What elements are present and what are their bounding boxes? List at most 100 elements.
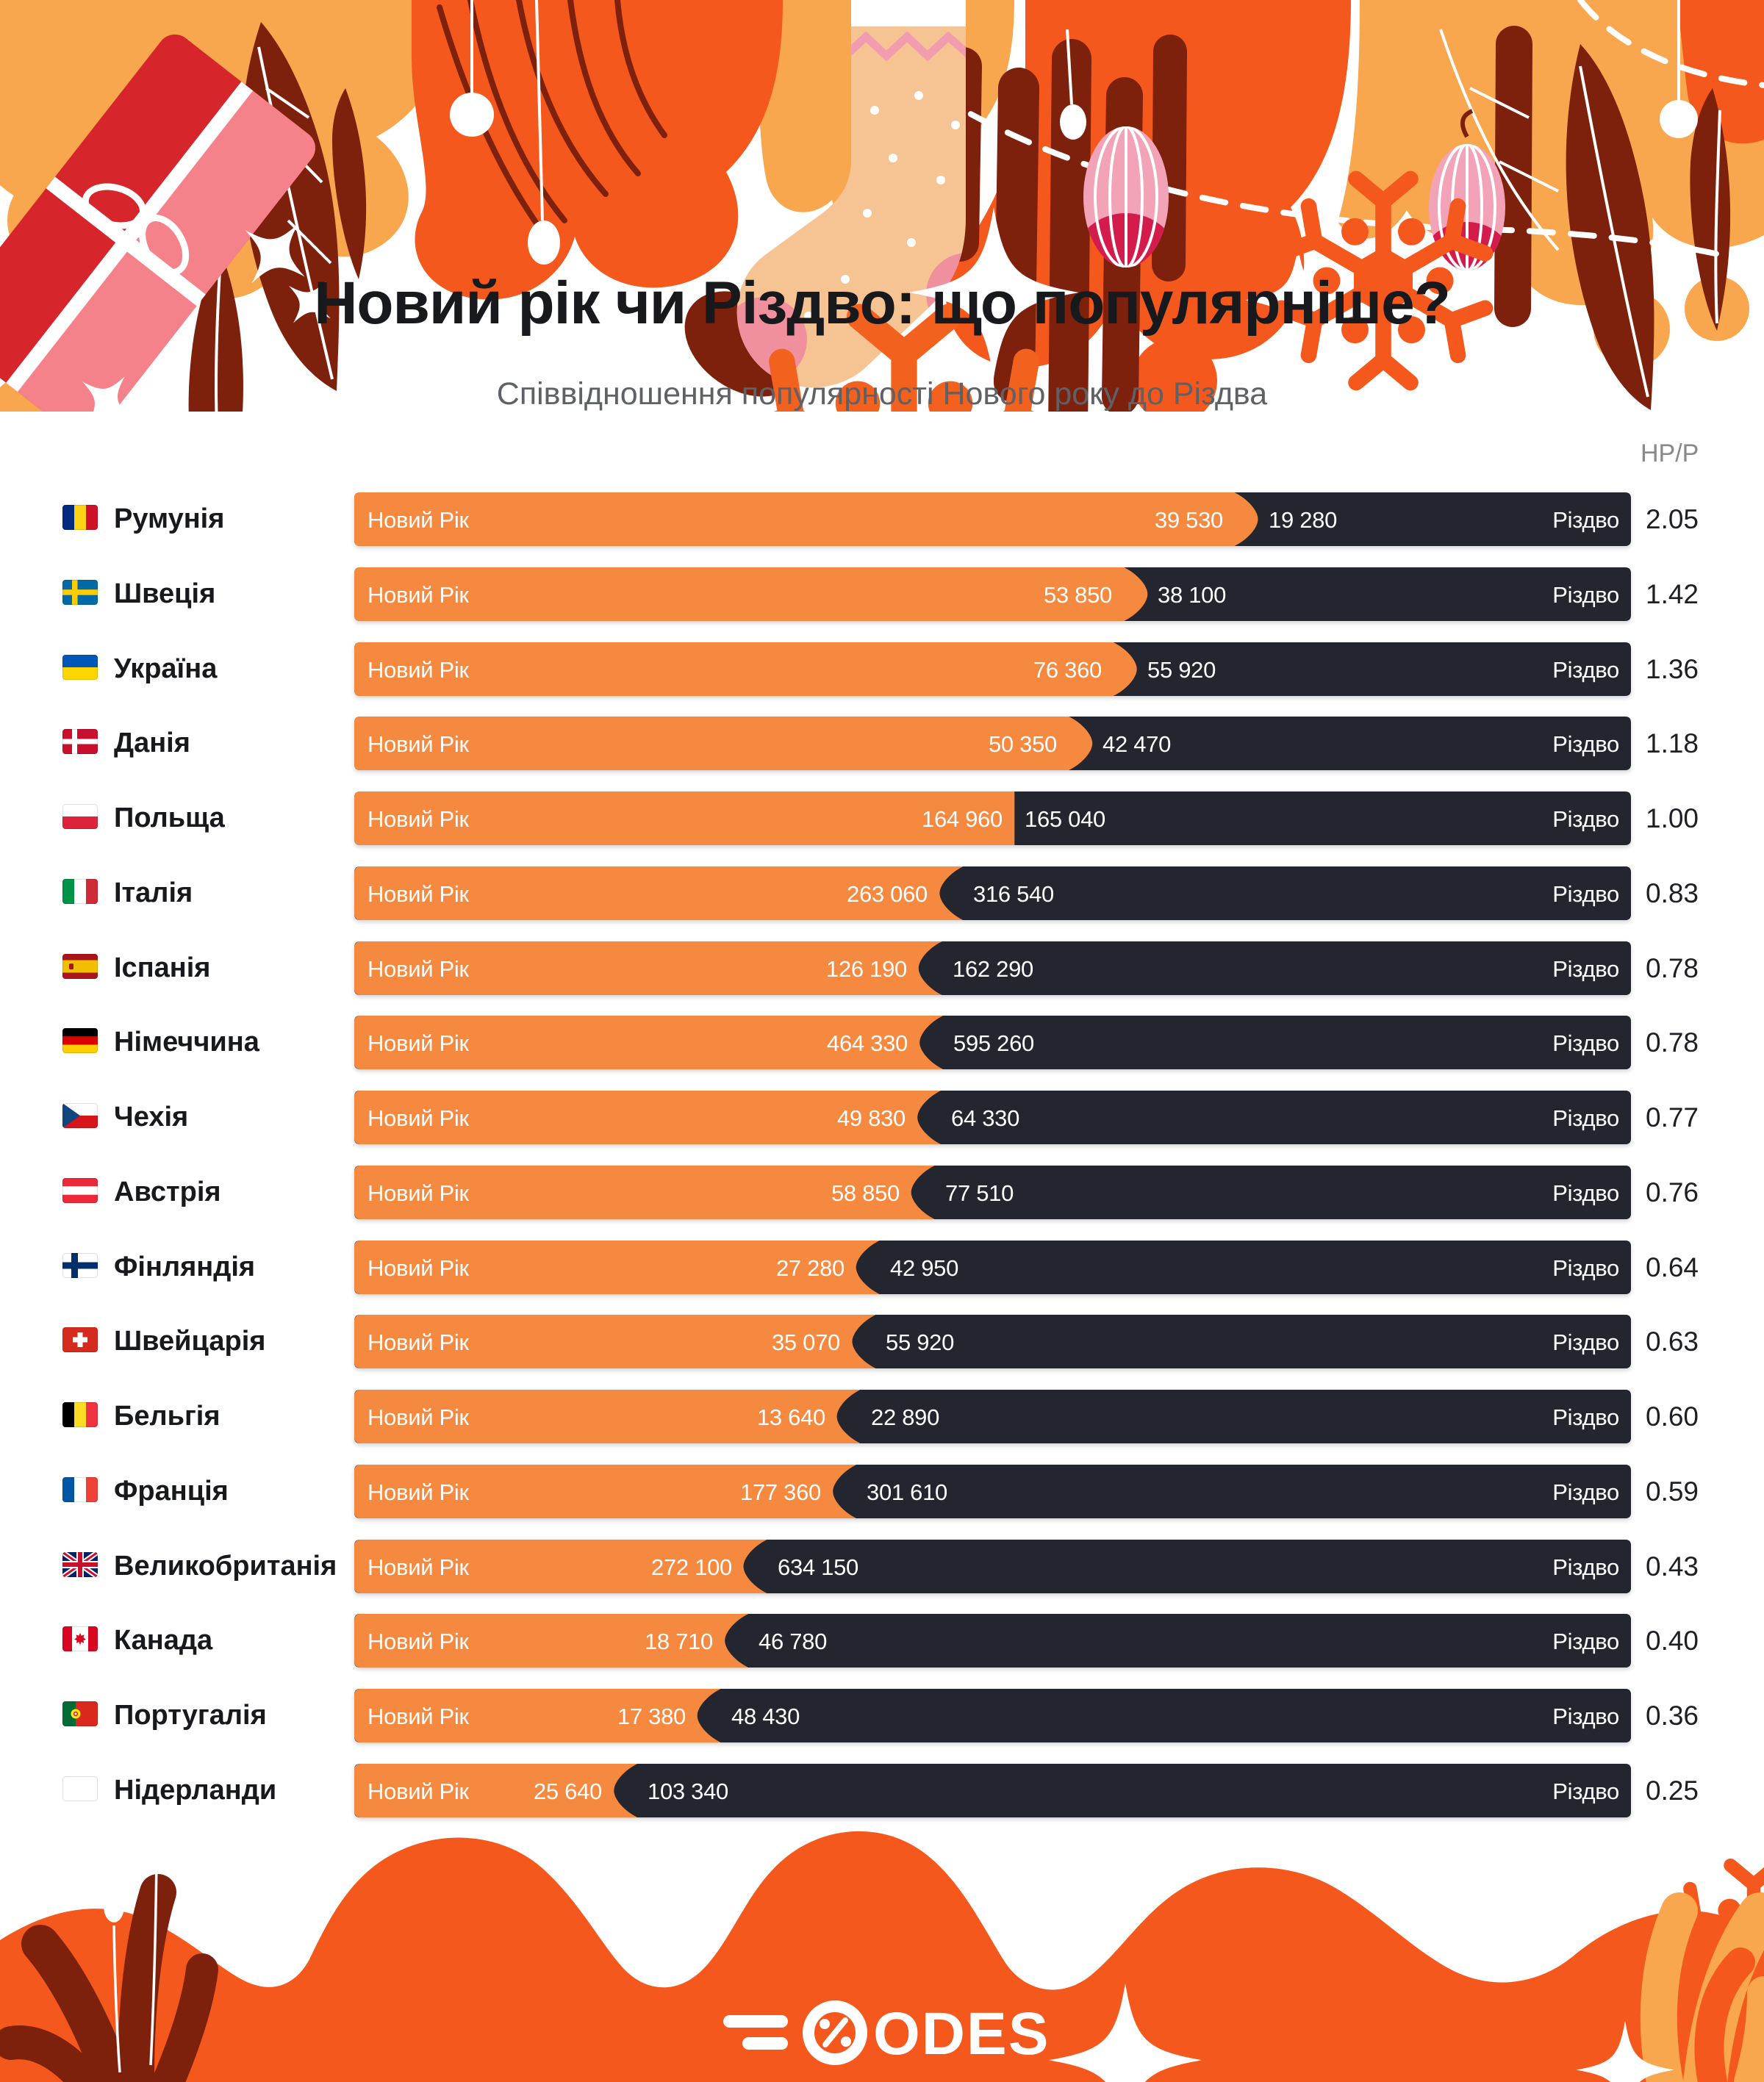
country-row: undefined Нідерланди Новий Рік 25 640 103 34… bbox=[0, 1764, 1764, 1817]
ratio-value: 0.64 bbox=[1646, 1252, 1699, 1282]
christmas-label: Різдво bbox=[1552, 1629, 1619, 1654]
page-title: Новий рік чи Різдво: що популярніше? bbox=[314, 270, 1451, 337]
christmas-label: Різдво bbox=[1552, 1030, 1619, 1056]
new-year-value: 17 380 bbox=[617, 1704, 686, 1729]
new-year-value: 50 350 bbox=[988, 731, 1057, 757]
christmas-value: 64 330 bbox=[951, 1105, 1020, 1131]
gift-icon bbox=[0, 34, 347, 412]
logo-text: ODES bbox=[873, 2000, 1050, 2067]
comparison-bar: Новий Рік 13 640 22 890 Різдво bbox=[354, 1390, 1631, 1443]
comparison-bar: Новий Рік 126 190 162 290 Різдво bbox=[354, 941, 1631, 995]
new-year-label: Новий Рік bbox=[368, 956, 469, 982]
country-row: Швеція Новий Рік 53 850 38 100 Різдво 1.42 bbox=[0, 567, 1764, 621]
new-year-label: Новий Рік bbox=[368, 507, 469, 533]
new-year-label: Новий Рік bbox=[368, 1778, 469, 1804]
flag-at bbox=[62, 1178, 98, 1203]
christmas-label: Різдво bbox=[1552, 1704, 1619, 1729]
flag-icon-fr bbox=[62, 1477, 98, 1502]
new-year-value: 164 960 bbox=[922, 806, 1003, 832]
bauble-icon bbox=[1083, 87, 1169, 268]
country-row: Румунія Новий Рік 39 530 19 280 Різдво 2.05 bbox=[0, 492, 1764, 546]
new-year-label: Новий Рік bbox=[368, 1180, 469, 1206]
flag-icon-de bbox=[62, 1028, 98, 1053]
christmas-label: Різдво bbox=[1552, 806, 1619, 832]
country-row: Данія Новий Рік 50 350 42 470 Різдво 1.18 bbox=[0, 717, 1764, 770]
comparison-bar: Новий Рік 49 830 64 330 Різдво bbox=[354, 1091, 1631, 1144]
new-year-label: Новий Рік bbox=[368, 1479, 469, 1505]
new-year-value: 27 280 bbox=[775, 1255, 845, 1281]
country-name: Іспанія bbox=[114, 952, 211, 983]
flag-be bbox=[62, 1402, 98, 1427]
ratio-value: 0.40 bbox=[1646, 1626, 1699, 1656]
christmas-value: 22 890 bbox=[871, 1404, 940, 1430]
christmas-value: 42 470 bbox=[1102, 731, 1172, 757]
pine-branch bbox=[437, 0, 667, 248]
codes-logo: ODES bbox=[723, 2000, 1050, 2067]
flag-dk bbox=[62, 729, 98, 754]
christmas-value: 38 100 bbox=[1158, 582, 1227, 608]
new-year-value: 18 710 bbox=[644, 1629, 713, 1654]
flag-gb bbox=[62, 1552, 98, 1577]
country-name: Швеція bbox=[114, 578, 216, 609]
christmas-value: 162 290 bbox=[953, 956, 1033, 982]
christmas-label: Різдво bbox=[1552, 731, 1619, 757]
holly-leaves-right bbox=[1439, 29, 1731, 410]
ratio-value: 0.76 bbox=[1646, 1177, 1699, 1207]
christmas-label: Різдво bbox=[1552, 1255, 1619, 1281]
christmas-value: 48 430 bbox=[731, 1704, 800, 1729]
ratio-column-header: НР/Р bbox=[1641, 439, 1699, 467]
flag-icon-ua bbox=[62, 655, 98, 680]
flag-icon-pl bbox=[62, 804, 98, 829]
comparison-bar: Новий Рік 164 960 165 040 Різдво bbox=[354, 791, 1631, 845]
ratio-value: 0.60 bbox=[1646, 1401, 1699, 1432]
new-year-value: 35 070 bbox=[771, 1329, 840, 1355]
new-year-label: Новий Рік bbox=[368, 582, 469, 608]
comparison-bar: Новий Рік 18 710 46 780 Різдво bbox=[354, 1614, 1631, 1668]
christmas-label: Різдво bbox=[1552, 1778, 1619, 1804]
new-year-label: Новий Рік bbox=[368, 1329, 469, 1355]
new-year-value: 58 850 bbox=[831, 1180, 900, 1206]
new-year-value: 177 360 bbox=[740, 1479, 821, 1505]
ratio-value: 2.05 bbox=[1646, 504, 1699, 534]
flag-pl bbox=[62, 804, 98, 829]
country-name: Швейцарія bbox=[114, 1326, 266, 1357]
christmas-value: 103 340 bbox=[648, 1778, 728, 1804]
flag-icon-it bbox=[62, 879, 98, 904]
country-row: Фінляндія Новий Рік 27 280 42 950 Різдво 0.64 bbox=[0, 1241, 1764, 1294]
country-name: Чехія bbox=[114, 1102, 189, 1132]
flag-ro bbox=[62, 505, 98, 530]
new-year-label: Новий Рік bbox=[368, 731, 469, 757]
country-name: Нідерланди bbox=[114, 1775, 277, 1806]
flag-nl: undefined bbox=[62, 1776, 98, 1801]
country-row: Чехія Новий Рік 49 830 64 330 Різдво 0.77 bbox=[0, 1091, 1764, 1144]
country-name: Німеччина bbox=[114, 1027, 259, 1058]
christmas-value: 55 920 bbox=[886, 1329, 955, 1355]
new-year-label: Новий Рік bbox=[368, 1704, 469, 1729]
country-row: Бельгія Новий Рік 13 640 22 890 Різдво 0.60 bbox=[0, 1390, 1764, 1443]
footer-plant-left bbox=[0, 1822, 218, 2082]
ratio-value: 0.25 bbox=[1646, 1776, 1699, 1806]
comparison-bar: Новий Рік 272 100 634 150 Різдво bbox=[354, 1540, 1631, 1593]
new-year-value: 25 640 bbox=[533, 1778, 602, 1804]
christmas-label: Різдво bbox=[1552, 1180, 1619, 1206]
ratio-value: 1.18 bbox=[1646, 728, 1699, 758]
country-name: Великобританія bbox=[114, 1551, 337, 1582]
christmas-label: Різдво bbox=[1552, 881, 1619, 907]
christmas-value: 19 280 bbox=[1269, 507, 1338, 533]
comparison-bar: Новий Рік 76 360 55 920 Різдво bbox=[354, 642, 1631, 696]
country-name: Румунія bbox=[114, 503, 225, 534]
flag-icon-se bbox=[62, 580, 98, 605]
country-row: Австрія Новий Рік 58 850 77 510 Різдво 0.76 bbox=[0, 1166, 1764, 1219]
christmas-label: Різдво bbox=[1552, 507, 1619, 533]
ratio-value: 0.63 bbox=[1646, 1327, 1699, 1357]
flag-icon-ch bbox=[62, 1327, 98, 1352]
flag-icon-ca bbox=[62, 1626, 98, 1651]
flag-ch bbox=[62, 1327, 98, 1352]
country-row: Італія Новий Рік 263 060 316 540 Різдво 0.83 bbox=[0, 866, 1764, 920]
new-year-label: Новий Рік bbox=[368, 1404, 469, 1430]
new-year-label: Новий Рік bbox=[368, 881, 469, 907]
christmas-label: Різдво bbox=[1552, 582, 1619, 608]
new-year-value: 263 060 bbox=[847, 881, 928, 907]
country-row: Німеччина Новий Рік 464 330 595 260 Різдво 0.… bbox=[0, 1016, 1764, 1069]
flag-it bbox=[62, 879, 98, 904]
